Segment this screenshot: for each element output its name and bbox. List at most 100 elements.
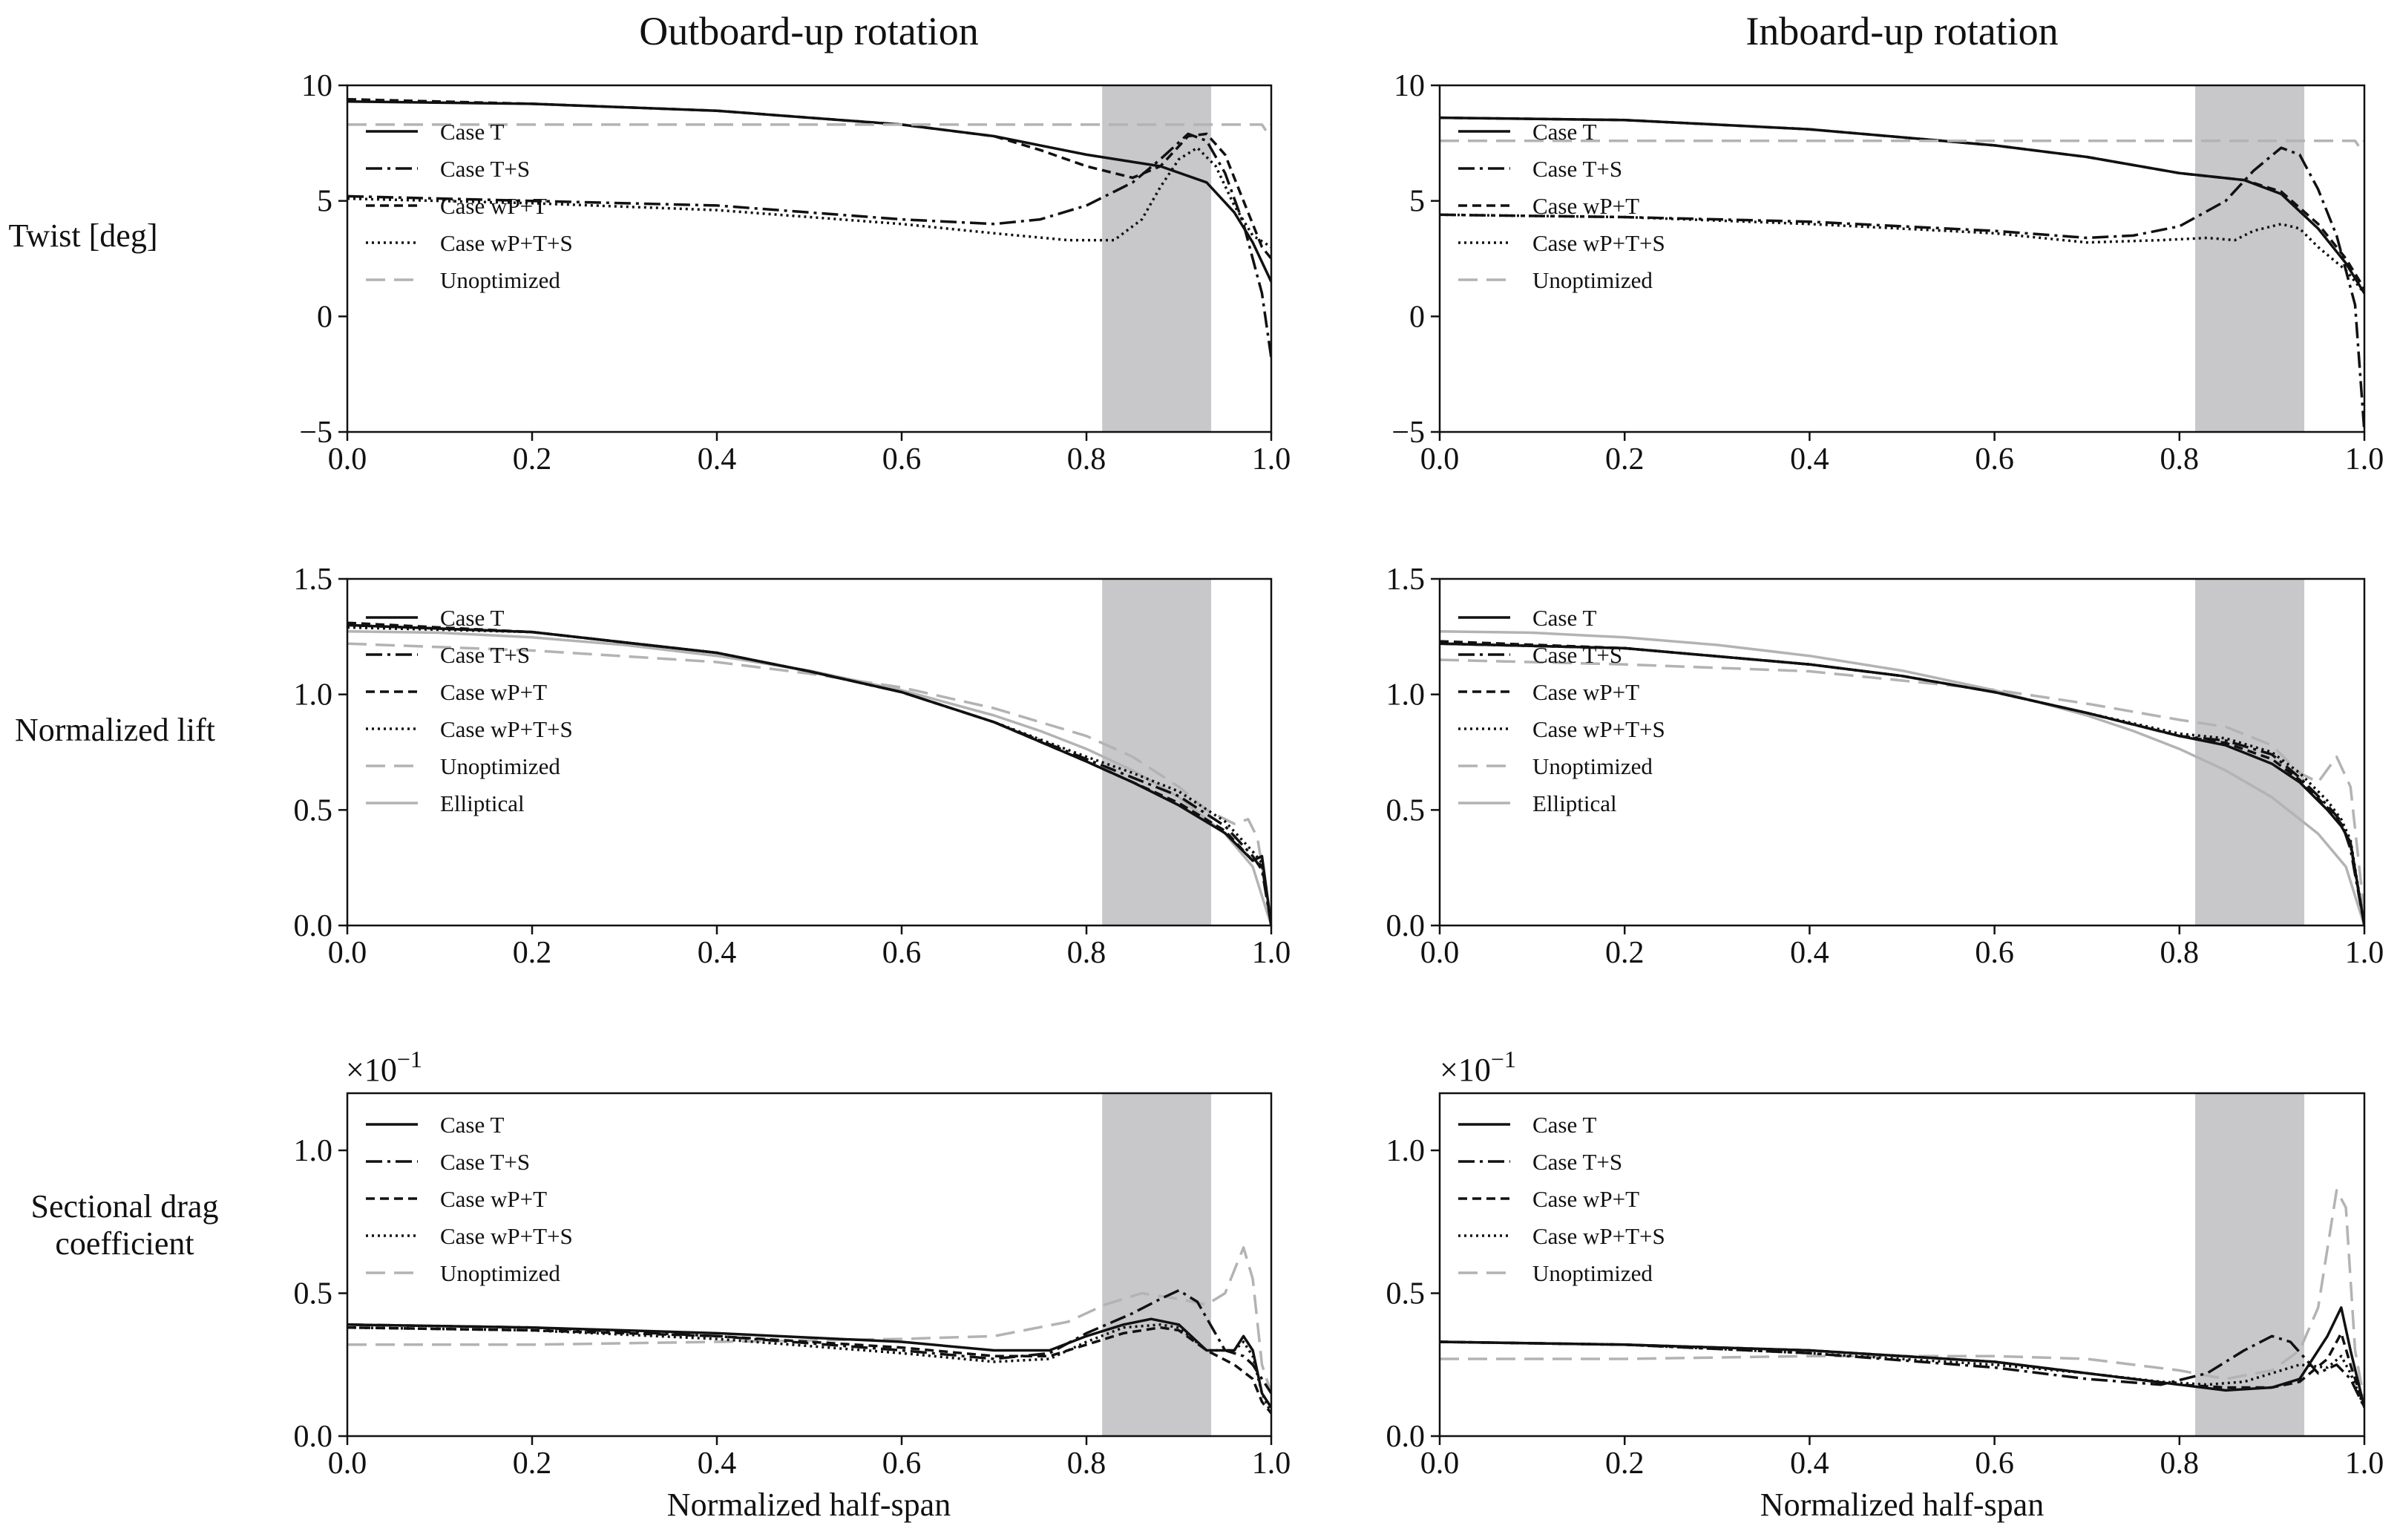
x-tick-label: 0.4 bbox=[1790, 442, 1829, 476]
series-line-case-wp-t-s bbox=[347, 1323, 1271, 1414]
x-tick-label: 0.6 bbox=[1975, 442, 2014, 476]
legend-label: Elliptical bbox=[1532, 790, 1617, 816]
x-tick-label: 0.0 bbox=[328, 1446, 367, 1481]
series-group bbox=[1440, 1189, 2364, 1409]
y-tick-label: 0.5 bbox=[294, 793, 333, 828]
legend-label: Case wP+T+S bbox=[440, 1223, 573, 1249]
x-axis-label-inboard: Normalized half-span bbox=[1760, 1487, 2044, 1523]
x-tick-label: 1.0 bbox=[1252, 936, 1291, 970]
legend-label: Case wP+T bbox=[1532, 193, 1639, 219]
legend: Case T Case T+S Case wP+T Case wP+T+S Unopti… bbox=[366, 605, 573, 816]
multiplier-base: ×10 bbox=[1440, 1052, 1491, 1088]
y-tick-label: −5 bbox=[299, 416, 332, 450]
series-line-case-wp-t-s bbox=[347, 146, 1271, 249]
y-tick-label: 1.0 bbox=[1386, 1134, 1426, 1168]
column-title-outboard: Outboard-up rotation bbox=[639, 9, 978, 53]
series-line-case-wp-t bbox=[347, 97, 1271, 260]
x-tick-label: 0.4 bbox=[698, 936, 737, 970]
series-line-case-t-s bbox=[347, 1288, 1271, 1395]
series-line-case-t bbox=[347, 100, 1271, 283]
multiplier-exponent: −1 bbox=[1491, 1046, 1516, 1072]
axes-frame bbox=[1438, 577, 2366, 927]
y-tick-label: 0.0 bbox=[1386, 909, 1426, 943]
legend-label: Case T bbox=[1532, 1112, 1596, 1138]
axes-frame bbox=[346, 577, 1273, 927]
legend-label: Elliptical bbox=[440, 790, 525, 816]
column-title-inboard: Inboard-up rotation bbox=[1745, 9, 2058, 53]
x-tick-label: 0.6 bbox=[882, 936, 922, 970]
x-tick-label: 0.6 bbox=[882, 1446, 922, 1481]
series-line-case-wp-t bbox=[1440, 116, 2364, 289]
y-tick-label: 10 bbox=[301, 69, 332, 103]
series-line-case-wp-t-s bbox=[347, 626, 1271, 925]
legend-label: Unoptimized bbox=[440, 267, 560, 293]
x-tick-label: 0.4 bbox=[1790, 1446, 1829, 1481]
panel-drag-outboard: 0.0 0.2 0.4 0.6 0.8 1.0 0.0 0.5 1.0 Case T Case T+… bbox=[294, 1092, 1291, 1481]
x-tick-label: 0.4 bbox=[698, 1446, 737, 1481]
x-tick-label: 0.2 bbox=[513, 442, 552, 476]
x-tick-label: 1.0 bbox=[2345, 442, 2384, 476]
legend-label: Unoptimized bbox=[440, 1260, 560, 1286]
y-tick-label: 5 bbox=[1409, 185, 1425, 219]
y-tick-label: 0 bbox=[317, 300, 332, 334]
row-label-lift: Normalized lift bbox=[15, 712, 215, 748]
x-tick-label: 0.0 bbox=[328, 442, 367, 476]
legend-label: Unoptimized bbox=[1532, 1260, 1653, 1286]
legend: Case T Case T+S Case wP+T Case wP+T+S Unopti… bbox=[1458, 119, 1665, 293]
legend-label: Case T bbox=[440, 1112, 504, 1138]
axes-frame bbox=[346, 84, 1273, 433]
x-tick-label: 0.8 bbox=[1067, 936, 1106, 970]
legend-label: Case T+S bbox=[1532, 1149, 1622, 1175]
panel-drag-inboard: 0.0 0.2 0.4 0.6 0.8 1.0 0.0 0.5 1.0 Case T Case T+… bbox=[1386, 1092, 2384, 1481]
legend-label: Case wP+T+S bbox=[1532, 1223, 1665, 1249]
x-tick-label: 0.2 bbox=[1605, 936, 1645, 970]
series-group bbox=[347, 1246, 1271, 1415]
series-group bbox=[347, 97, 1271, 358]
series-line-case-wp-t bbox=[347, 621, 1271, 925]
x-tick-label: 0.4 bbox=[698, 442, 737, 476]
legend: Case T Case T+S Case wP+T Case wP+T+S Unopti… bbox=[366, 1112, 573, 1286]
x-tick-label: 0.0 bbox=[1420, 936, 1460, 970]
axes-frame bbox=[346, 1092, 1273, 1438]
y-tick-label: 1.5 bbox=[1386, 563, 1426, 597]
x-tick-label: 0.4 bbox=[1790, 936, 1829, 970]
legend: Case T Case T+S Case wP+T Case wP+T+S Unopti… bbox=[366, 119, 573, 293]
legend: Case T Case T+S Case wP+T Case wP+T+S Unopti… bbox=[1458, 1112, 1665, 1286]
series-line-case-t bbox=[1440, 116, 2364, 295]
x-tick-label: 0.2 bbox=[513, 936, 552, 970]
legend-label: Case T bbox=[1532, 119, 1596, 145]
legend-label: Case T+S bbox=[440, 1149, 530, 1175]
series-line-case-wp-t bbox=[1440, 1331, 2364, 1409]
legend-label: Case T+S bbox=[1532, 642, 1622, 668]
legend-label: Case T bbox=[1532, 605, 1596, 631]
x-tick-label: 0.0 bbox=[1420, 442, 1460, 476]
y-tick-label: 1.0 bbox=[1386, 678, 1426, 712]
legend-label: Case wP+T+S bbox=[440, 716, 573, 742]
series-group bbox=[1440, 116, 2364, 432]
legend: Case T Case T+S Case wP+T Case wP+T+S Unopti… bbox=[1458, 605, 1665, 816]
series-line-case-t-s bbox=[1440, 1334, 2364, 1409]
legend-label: Case T+S bbox=[1532, 156, 1622, 182]
series-group bbox=[347, 621, 1271, 925]
multiplier-outboard: ×10−1 bbox=[346, 1046, 422, 1088]
legend-label: Case wP+T bbox=[440, 193, 547, 219]
y-tick-label: 0.5 bbox=[294, 1277, 333, 1311]
series-line-case-wp-t bbox=[347, 1326, 1271, 1415]
shaded-region bbox=[1102, 85, 1212, 432]
series-line-unoptimized bbox=[347, 123, 1271, 134]
y-tick-label: 0 bbox=[1409, 300, 1425, 334]
legend-label: Case wP+T+S bbox=[1532, 716, 1665, 742]
x-tick-label: 0.0 bbox=[328, 936, 367, 970]
row-label-drag-line1: Sectional drag bbox=[31, 1188, 219, 1225]
series-line-unoptimized bbox=[347, 642, 1271, 922]
y-tick-label: 1.0 bbox=[294, 1134, 333, 1168]
legend-label: Case wP+T+S bbox=[440, 230, 573, 256]
row-label-drag-line2: coefficient bbox=[55, 1225, 194, 1262]
y-tick-label: −5 bbox=[1391, 416, 1425, 450]
legend-label: Case wP+T+S bbox=[1532, 230, 1665, 256]
x-tick-label: 0.2 bbox=[513, 1446, 552, 1481]
